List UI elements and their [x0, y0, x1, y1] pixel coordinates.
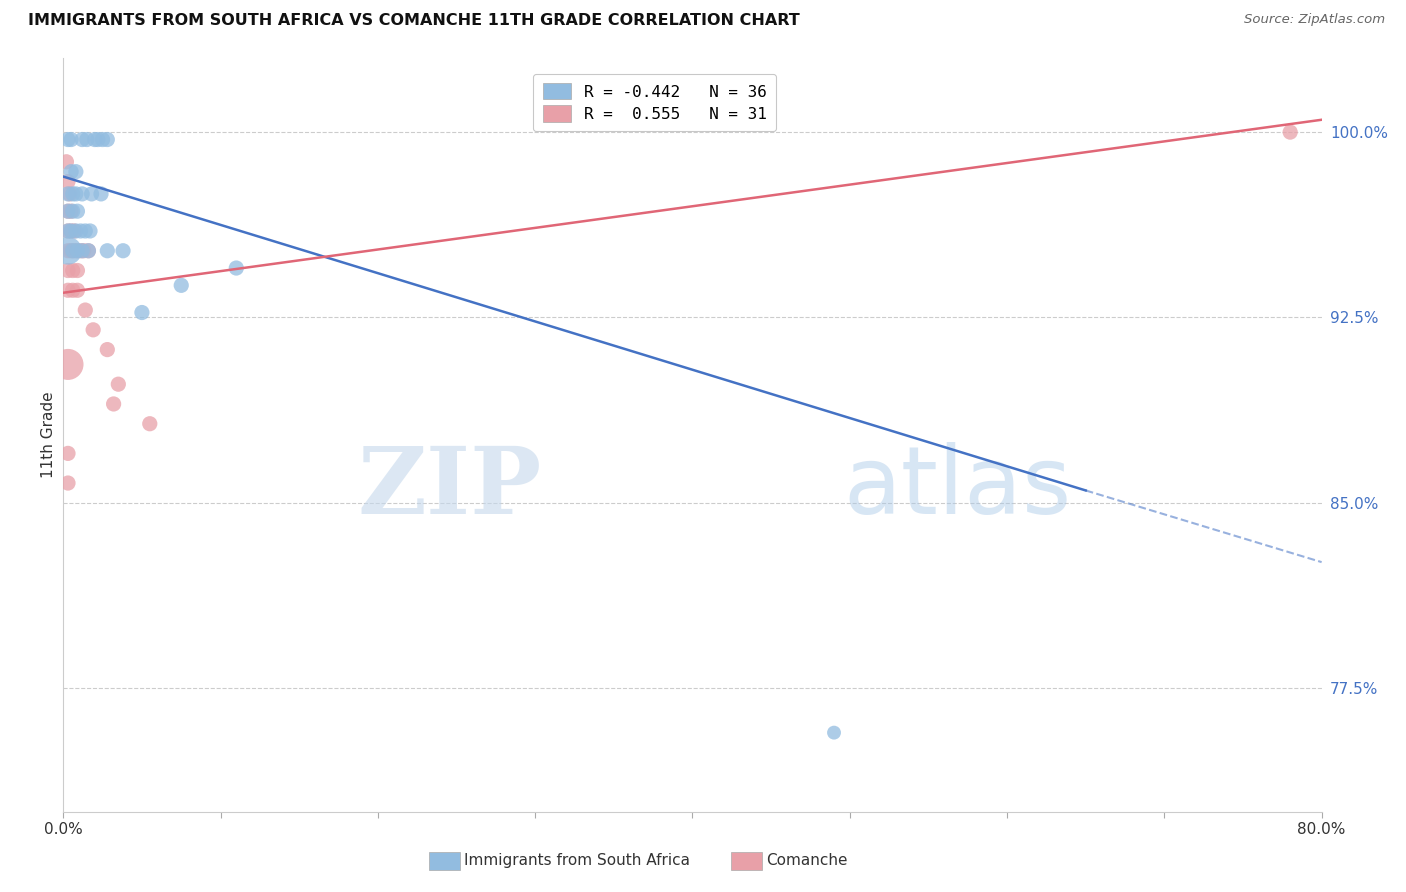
Text: Source: ZipAtlas.com: Source: ZipAtlas.com: [1244, 13, 1385, 27]
Point: [823, 725, 845, 739]
Point: [56, 446, 79, 460]
Point: [96, 132, 118, 146]
Point: [62, 186, 84, 201]
Point: [131, 305, 153, 319]
Point: [77, 244, 100, 258]
Point: [65, 164, 87, 178]
Point: [73, 244, 96, 258]
Y-axis label: 11th Grade: 11th Grade: [41, 392, 56, 478]
Point: [56, 175, 79, 189]
Point: [82, 323, 104, 337]
Point: [66, 204, 89, 219]
Point: [70, 132, 93, 146]
Point: [76, 132, 98, 146]
Point: [91, 132, 114, 146]
Point: [70, 186, 93, 201]
Point: [107, 377, 129, 392]
Point: [139, 417, 162, 431]
Text: Comanche: Comanche: [766, 854, 848, 868]
Legend: R = -0.442   N = 36, R =  0.555   N = 31: R = -0.442 N = 36, R = 0.555 N = 31: [533, 73, 776, 131]
Point: [58, 186, 80, 201]
Point: [56, 244, 79, 258]
Point: [56, 204, 79, 219]
Point: [56, 224, 79, 238]
Point: [60, 244, 83, 258]
Text: ZIP: ZIP: [357, 442, 541, 533]
Point: [56, 263, 79, 277]
Point: [66, 244, 89, 258]
Point: [55, 154, 77, 169]
Point: [60, 164, 83, 178]
Point: [62, 244, 84, 258]
Point: [112, 244, 135, 258]
Point: [69, 224, 91, 238]
Point: [75, 303, 97, 318]
Text: Immigrants from South Africa: Immigrants from South Africa: [464, 854, 690, 868]
Point: [56, 132, 79, 146]
Point: [83, 132, 105, 146]
Point: [90, 186, 112, 201]
Point: [56, 224, 79, 238]
Point: [56, 204, 79, 219]
Point: [63, 244, 86, 258]
Point: [60, 224, 83, 238]
Point: [56, 244, 79, 258]
Point: [62, 283, 84, 297]
Point: [170, 278, 193, 293]
Point: [62, 204, 84, 219]
Point: [103, 397, 125, 411]
Point: [225, 260, 247, 275]
Point: [56, 476, 79, 491]
Point: [87, 132, 110, 146]
Point: [96, 244, 118, 258]
Point: [66, 244, 89, 258]
Text: atlas: atlas: [844, 442, 1071, 533]
Point: [56, 358, 79, 372]
Point: [56, 186, 79, 201]
Point: [63, 224, 86, 238]
Point: [60, 224, 83, 238]
Point: [56, 283, 79, 297]
Point: [69, 244, 91, 258]
Point: [1279, 125, 1302, 139]
Point: [96, 343, 118, 357]
Point: [62, 263, 84, 277]
Point: [66, 263, 89, 277]
Point: [79, 224, 101, 238]
Point: [66, 283, 89, 297]
Point: [60, 132, 83, 146]
Point: [80, 186, 103, 201]
Point: [65, 224, 87, 238]
Point: [70, 244, 93, 258]
Point: [60, 204, 83, 219]
Point: [75, 224, 97, 238]
Point: [77, 244, 100, 258]
Text: IMMIGRANTS FROM SOUTH AFRICA VS COMANCHE 11TH GRADE CORRELATION CHART: IMMIGRANTS FROM SOUTH AFRICA VS COMANCHE…: [28, 13, 800, 29]
Point: [65, 186, 87, 201]
